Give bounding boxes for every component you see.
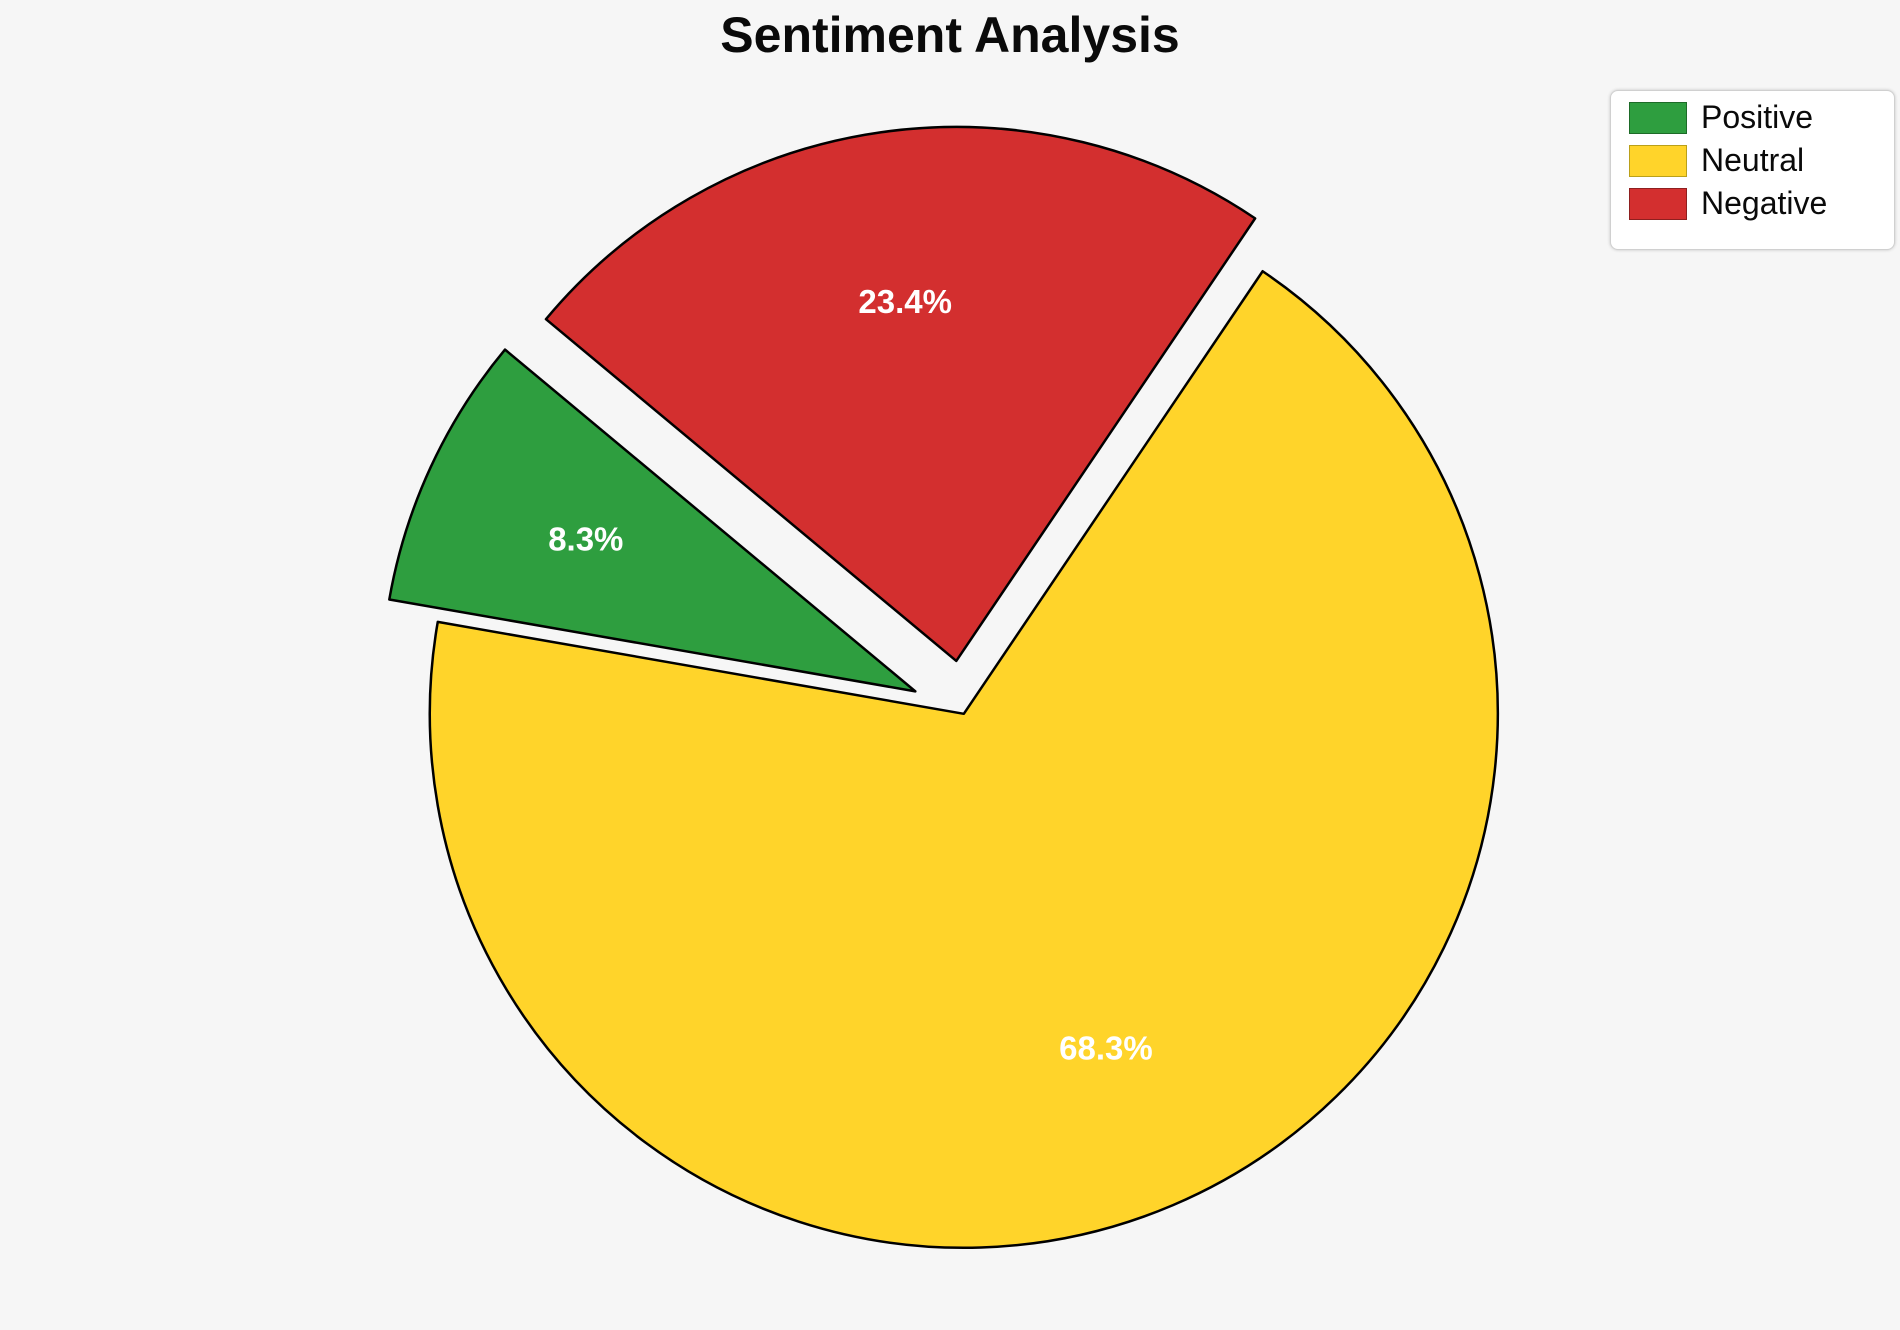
svg-text:68.3%: 68.3% — [1059, 1030, 1153, 1067]
svg-text:23.4%: 23.4% — [858, 283, 952, 320]
svg-text:8.3%: 8.3% — [548, 520, 623, 557]
